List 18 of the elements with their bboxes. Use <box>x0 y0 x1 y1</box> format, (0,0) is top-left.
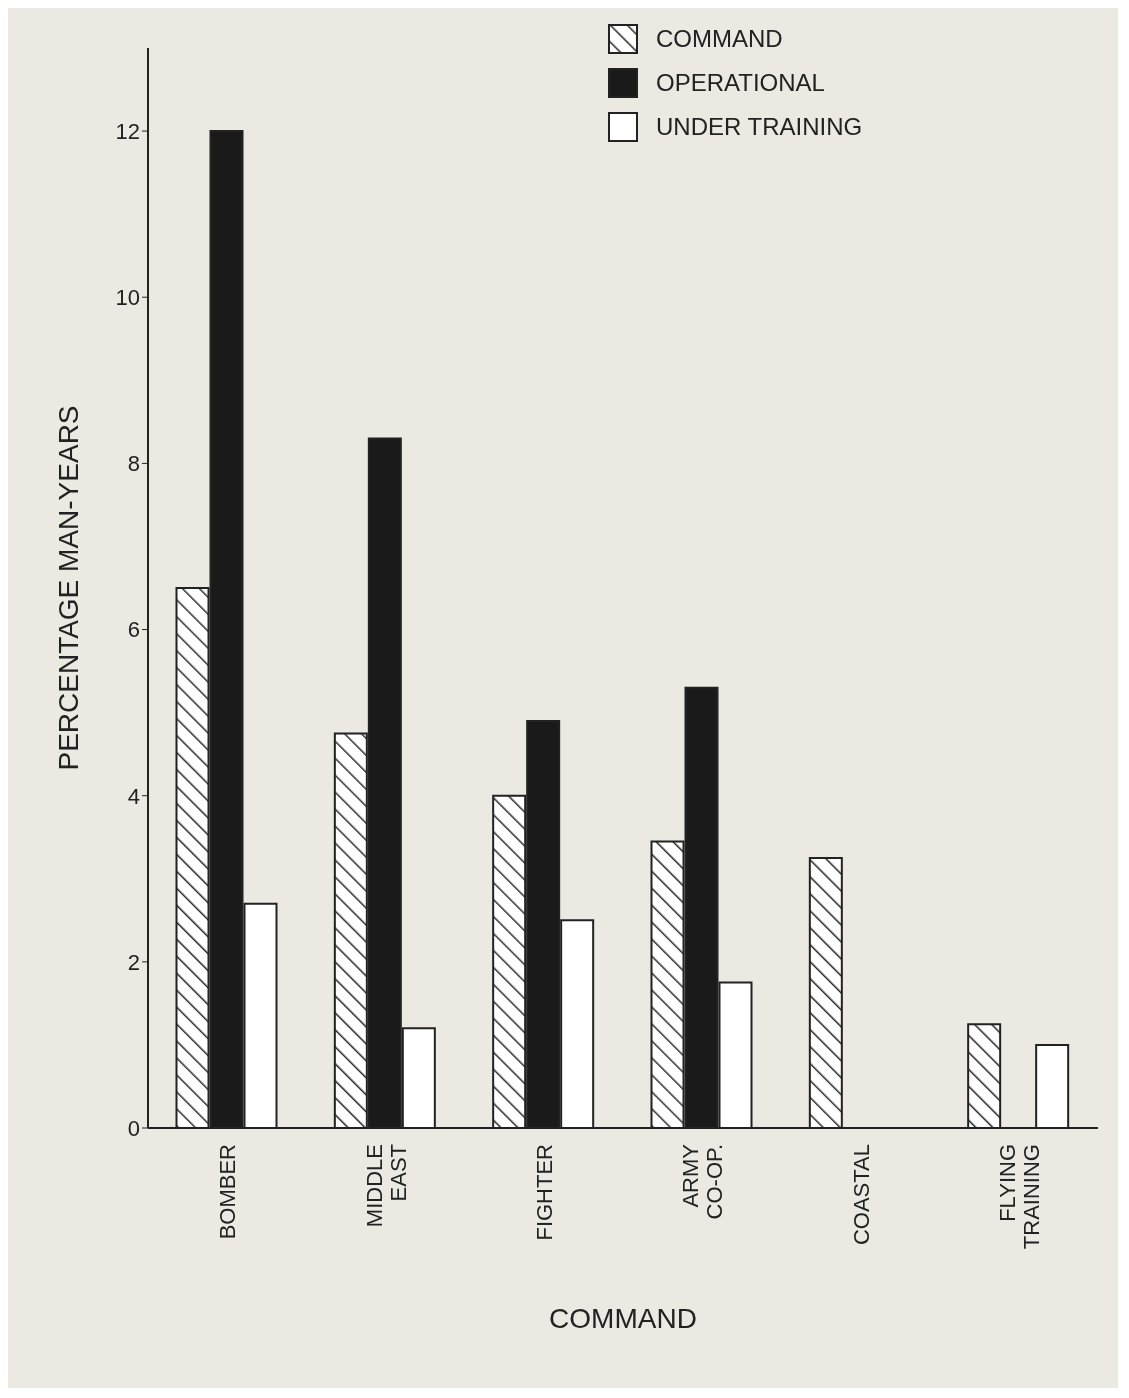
x-tick-label: ARMY CO-OP. <box>678 1143 728 1220</box>
y-axis-title: PERCENTAGE MAN-YEARS <box>52 405 84 771</box>
y-tick-label: 2 <box>127 949 140 975</box>
y-tick-label: 12 <box>115 118 140 144</box>
y-tick-label: 0 <box>127 1115 140 1141</box>
y-tick-label: 6 <box>127 617 140 643</box>
y-tick-label: 4 <box>127 783 140 809</box>
x-tick-label: MIDDLE EAST <box>361 1144 411 1228</box>
legend-label: COMMAND <box>656 25 783 53</box>
x-tick-label: BOMBER <box>215 1144 241 1240</box>
y-tick-label: 8 <box>127 451 140 477</box>
legend-label: OPERATIONAL <box>656 69 825 97</box>
x-axis-title: COMMAND <box>549 1303 697 1334</box>
x-tick-label: FLYING TRAINING <box>994 1144 1044 1250</box>
y-tick-label: 10 <box>115 285 140 311</box>
legend-label: UNDER TRAINING <box>656 113 863 141</box>
x-tick-label: COASTAL <box>848 1144 874 1246</box>
x-tick-label: FIGHTER <box>531 1144 557 1241</box>
